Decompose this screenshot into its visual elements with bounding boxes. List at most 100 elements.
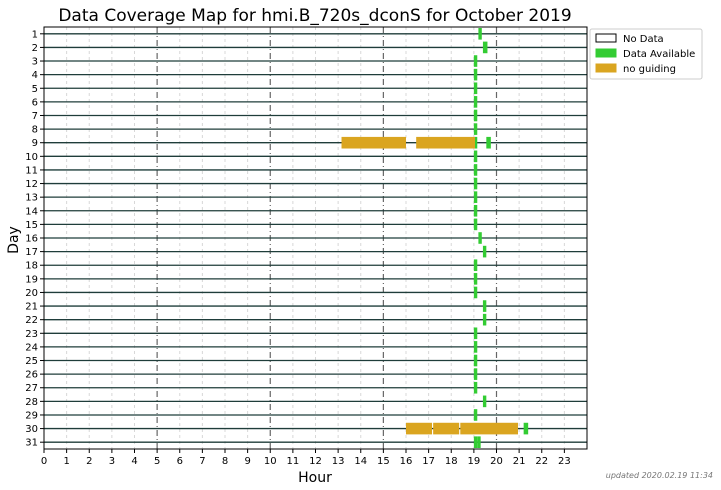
data-available-segment (486, 136, 491, 149)
no-guiding-segment (406, 422, 433, 435)
data-available-segment (473, 218, 478, 231)
data-available-segment (482, 245, 487, 258)
data-available-segment (482, 300, 487, 312)
legend-swatch (595, 33, 617, 43)
data-available-segment (473, 191, 478, 203)
x-tick-label: 14 (354, 456, 367, 467)
data-available-segment (523, 422, 529, 435)
y-tick-label: 20 (25, 288, 38, 299)
x-tick-label: 4 (131, 456, 137, 467)
data-available-segment (473, 177, 478, 190)
y-tick-label: 9 (32, 138, 38, 149)
y-tick-label: 27 (25, 383, 38, 394)
legend-label: No Data (623, 34, 664, 45)
x-tick-label: 9 (244, 456, 250, 467)
legend: No Data Data Available no guiding (589, 28, 703, 80)
legend-label: no guiding (623, 64, 676, 75)
y-tick-label: 4 (32, 70, 38, 81)
data-available-segment (473, 96, 478, 108)
y-tick-label: 26 (25, 370, 38, 381)
plot-area: 1234567891011121314151617181920212223242… (25, 26, 588, 467)
x-tick-label: 18 (445, 456, 458, 467)
x-tick-label: 10 (264, 456, 277, 467)
legend-box (589, 28, 703, 80)
y-tick-label: 30 (25, 424, 38, 435)
x-tick-label: 13 (332, 456, 345, 467)
x-tick-label: 5 (154, 456, 160, 467)
y-tick-label: 7 (32, 111, 38, 122)
x-tick-label: 16 (400, 456, 413, 467)
data-available-segment (473, 341, 478, 353)
y-tick-label: 13 (25, 193, 38, 204)
no-guiding-segment (416, 136, 476, 149)
x-tick-label: 11 (287, 456, 300, 467)
data-available-segment (473, 354, 478, 367)
data-available-segment (473, 436, 478, 448)
x-tick-label: 15 (377, 456, 390, 467)
x-tick-label: 8 (222, 456, 228, 467)
data-available-segment (473, 204, 478, 217)
data-available-segment (478, 232, 482, 244)
y-tick-label: 18 (25, 261, 38, 272)
y-tick-label: 16 (25, 234, 38, 245)
x-axis-label: Hour (298, 470, 332, 486)
x-tick-label: 3 (109, 456, 115, 467)
x-tick-label: 2 (86, 456, 92, 467)
y-tick-label: 10 (25, 152, 38, 163)
data-available-segment (473, 123, 478, 135)
y-tick-label: 14 (25, 206, 38, 217)
y-tick-label: 5 (32, 84, 38, 95)
data-available-segment (482, 41, 488, 54)
y-tick-label: 23 (25, 329, 38, 340)
y-tick-label: 15 (25, 220, 38, 231)
y-tick-label: 3 (32, 57, 38, 68)
data-available-segment (473, 381, 478, 394)
no-guiding-segment (460, 422, 518, 435)
y-tick-label: 28 (25, 397, 38, 408)
x-tick-label: 23 (558, 456, 571, 467)
no-guiding-segment (341, 136, 406, 149)
x-tick-label: 20 (490, 456, 503, 467)
y-axis-label: Day (6, 226, 22, 254)
x-tick-label: 7 (199, 456, 205, 467)
data-available-segment (475, 136, 478, 149)
data-available-segment (473, 286, 478, 299)
data-available-segment (482, 313, 487, 326)
y-tick-label: 29 (25, 410, 38, 421)
updated-timestamp: updated 2020.02.19 11:34 (605, 471, 713, 480)
x-tick-label: 0 (41, 456, 47, 467)
data-available-segment (473, 82, 478, 95)
data-available-segment (473, 68, 478, 81)
data-available-segment (473, 273, 478, 285)
y-tick-label: 11 (25, 165, 38, 176)
no-guiding-segment (433, 422, 460, 435)
data-available-segment (473, 368, 478, 380)
y-tick-label: 8 (32, 125, 38, 136)
data-available-segment (473, 150, 478, 163)
legend-swatch (595, 63, 617, 73)
x-tick-label: 1 (63, 456, 69, 467)
data-available-segment (473, 259, 478, 272)
y-tick-label: 22 (25, 315, 38, 326)
y-tick-label: 24 (25, 342, 38, 353)
y-tick-label: 25 (25, 356, 38, 367)
data-available-segment (478, 28, 482, 40)
data-available-segment (473, 164, 478, 176)
data-available-segment (482, 395, 487, 408)
y-tick-label: 21 (25, 302, 38, 313)
y-tick-label: 17 (25, 247, 38, 258)
x-tick-label: 19 (468, 456, 481, 467)
y-tick-label: 2 (32, 43, 38, 54)
legend-label: Data Available (623, 49, 695, 60)
y-tick-label: 12 (25, 179, 38, 190)
x-tick-label: 22 (535, 456, 548, 467)
data-available-segment (473, 109, 478, 122)
y-tick-label: 1 (32, 29, 38, 40)
x-tick-label: 17 (422, 456, 435, 467)
x-tick-label: 12 (309, 456, 322, 467)
y-tick-label: 31 (25, 438, 38, 449)
legend-swatch (595, 48, 617, 58)
chart-title: Data Coverage Map for hmi.B_720s_dconS f… (58, 6, 571, 26)
y-tick-label: 6 (32, 97, 38, 108)
